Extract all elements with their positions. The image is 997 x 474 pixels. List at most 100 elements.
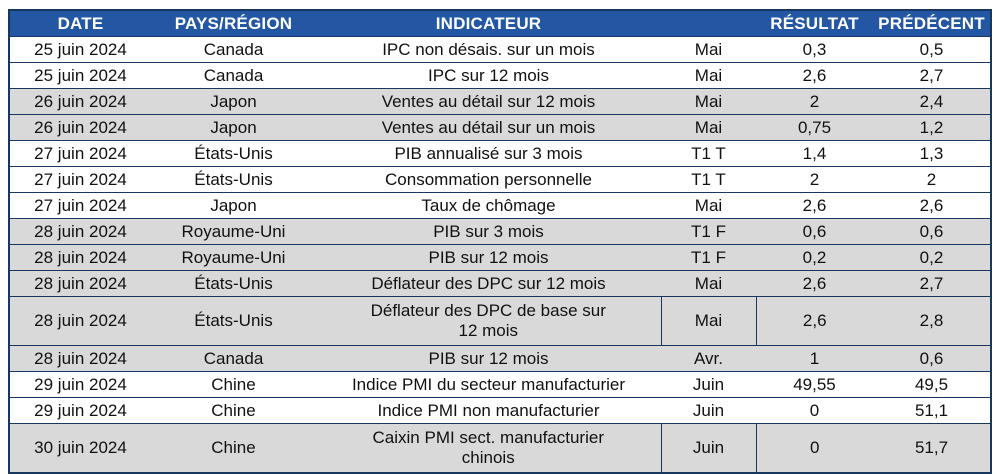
cell-previous: 0,5 bbox=[873, 36, 991, 63]
cell-previous: 0,6 bbox=[873, 345, 991, 372]
cell-date: 27 juin 2024 bbox=[9, 192, 151, 219]
cell-indicator: Taux de chômage bbox=[316, 192, 661, 219]
cell-indicator: Ventes au détail sur 12 mois bbox=[316, 88, 661, 115]
cell-period: Mai bbox=[660, 296, 757, 346]
cell-result: 0 bbox=[756, 423, 873, 473]
table-row: 28 juin 2024 États-Unis Déflateur des DP… bbox=[9, 270, 991, 297]
table-row: 29 juin 2024 Chine Indice PMI non manufa… bbox=[9, 397, 991, 424]
cell-previous: 2,8 bbox=[873, 296, 991, 346]
table-row: 26 juin 2024 Japon Ventes au détail sur … bbox=[9, 114, 991, 141]
cell-previous: 2,7 bbox=[873, 62, 991, 89]
cell-date: 29 juin 2024 bbox=[9, 371, 151, 398]
cell-previous: 49,5 bbox=[873, 371, 991, 398]
cell-period: Mai bbox=[661, 192, 756, 219]
cell-region: Canada bbox=[151, 345, 316, 372]
cell-period: Juin bbox=[661, 397, 756, 424]
cell-previous: 51,1 bbox=[873, 397, 991, 424]
cell-period: Mai bbox=[661, 270, 756, 297]
cell-indicator: IPC sur 12 mois bbox=[316, 62, 661, 89]
cell-date: 29 juin 2024 bbox=[9, 397, 151, 424]
cell-region: Chine bbox=[151, 397, 316, 424]
column-header-previous: PRÉDÉCENT bbox=[873, 10, 991, 37]
cell-result: 1 bbox=[756, 345, 873, 372]
cell-result: 2,6 bbox=[756, 62, 873, 89]
cell-period: Juin bbox=[660, 423, 757, 473]
cell-period: Mai bbox=[661, 62, 756, 89]
cell-region: Royaume-Uni bbox=[151, 244, 316, 271]
cell-date: 27 juin 2024 bbox=[9, 166, 151, 193]
table-row: 28 juin 2024 États-Unis Déflateur des DP… bbox=[9, 296, 991, 346]
cell-result: 0,6 bbox=[756, 218, 873, 245]
table-row: 27 juin 2024 Japon Taux de chômage Mai 2… bbox=[9, 192, 991, 219]
cell-indicator: Indice PMI du secteur manufacturier bbox=[316, 371, 661, 398]
table-row: 30 juin 2024 Chine Caixin PMI sect. manu… bbox=[9, 423, 991, 473]
cell-indicator: Indice PMI non manufacturier bbox=[316, 397, 661, 424]
cell-region: États-Unis bbox=[151, 270, 316, 297]
cell-previous: 51,7 bbox=[873, 423, 991, 473]
cell-region: Japon bbox=[151, 88, 316, 115]
cell-period: Juin bbox=[661, 371, 756, 398]
cell-date: 25 juin 2024 bbox=[9, 62, 151, 89]
cell-date: 28 juin 2024 bbox=[9, 244, 151, 271]
cell-date: 25 juin 2024 bbox=[9, 36, 151, 63]
cell-indicator: PIB sur 12 mois bbox=[316, 244, 661, 271]
cell-result: 49,55 bbox=[756, 371, 873, 398]
cell-region: Royaume-Uni bbox=[151, 218, 316, 245]
table-row: 26 juin 2024 Japon Ventes au détail sur … bbox=[9, 88, 991, 115]
cell-date: 26 juin 2024 bbox=[9, 114, 151, 141]
cell-region: Chine bbox=[151, 371, 316, 398]
cell-date: 27 juin 2024 bbox=[9, 140, 151, 167]
cell-result: 0,2 bbox=[756, 244, 873, 271]
cell-result: 0,75 bbox=[756, 114, 873, 141]
cell-region: Japon bbox=[151, 114, 316, 141]
column-header-region: PAYS/RÉGION bbox=[151, 10, 316, 37]
table-row: 27 juin 2024 États-Unis PIB annualisé su… bbox=[9, 140, 991, 167]
cell-period: Mai bbox=[661, 36, 756, 63]
cell-previous: 0,2 bbox=[873, 244, 991, 271]
table-row: 27 juin 2024 États-Unis Consommation per… bbox=[9, 166, 991, 193]
column-header-period bbox=[661, 10, 756, 37]
cell-date: 28 juin 2024 bbox=[9, 270, 151, 297]
cell-period: T1 T bbox=[661, 166, 756, 193]
cell-region: Japon bbox=[151, 192, 316, 219]
cell-result: 2,6 bbox=[756, 192, 873, 219]
cell-date: 26 juin 2024 bbox=[9, 88, 151, 115]
cell-result: 2,6 bbox=[756, 270, 873, 297]
cell-previous: 1,2 bbox=[873, 114, 991, 141]
cell-indicator: PIB sur 12 mois bbox=[316, 345, 661, 372]
economic-calendar-table: DATE PAYS/RÉGION INDICATEUR RÉSULTAT PRÉ… bbox=[8, 9, 992, 474]
cell-date: 28 juin 2024 bbox=[9, 218, 151, 245]
column-header-date: DATE bbox=[9, 10, 151, 37]
cell-period: Mai bbox=[661, 88, 756, 115]
cell-region: États-Unis bbox=[151, 296, 316, 346]
table-row: 25 juin 2024 Canada IPC non désais. sur … bbox=[9, 36, 991, 63]
table-row: 29 juin 2024 Chine Indice PMI du secteur… bbox=[9, 371, 991, 398]
table-row: 28 juin 2024 Canada PIB sur 12 mois Avr.… bbox=[9, 345, 991, 372]
header-row: DATE PAYS/RÉGION INDICATEUR RÉSULTAT PRÉ… bbox=[9, 10, 991, 37]
cell-date: 28 juin 2024 bbox=[9, 296, 151, 346]
cell-period: T1 F bbox=[661, 218, 756, 245]
cell-date: 28 juin 2024 bbox=[9, 345, 151, 372]
cell-result: 2 bbox=[756, 166, 873, 193]
table-row: 25 juin 2024 Canada IPC sur 12 mois Mai … bbox=[9, 62, 991, 89]
cell-region: Canada bbox=[151, 62, 316, 89]
cell-previous: 1,3 bbox=[873, 140, 991, 167]
cell-result: 0 bbox=[756, 397, 873, 424]
cell-date: 30 juin 2024 bbox=[9, 423, 151, 473]
cell-period: T1 T bbox=[661, 140, 756, 167]
cell-previous: 2,7 bbox=[873, 270, 991, 297]
table-body: 25 juin 2024 Canada IPC non désais. sur … bbox=[9, 36, 991, 473]
cell-period: Mai bbox=[661, 114, 756, 141]
cell-indicator: Consommation personnelle bbox=[316, 166, 661, 193]
cell-indicator: IPC non désais. sur un mois bbox=[316, 36, 661, 63]
cell-region: États-Unis bbox=[151, 166, 316, 193]
cell-indicator: Déflateur des DPC de base sur 12 mois bbox=[316, 296, 661, 346]
cell-indicator: Caixin PMI sect. manufacturier chinois bbox=[316, 423, 661, 473]
cell-result: 2,6 bbox=[756, 296, 873, 346]
table-row: 28 juin 2024 Royaume-Uni PIB sur 3 mois … bbox=[9, 218, 991, 245]
column-header-indicator: INDICATEUR bbox=[316, 10, 661, 37]
cell-period: Avr. bbox=[661, 345, 756, 372]
cell-indicator: PIB annualisé sur 3 mois bbox=[316, 140, 661, 167]
cell-previous: 0,6 bbox=[873, 218, 991, 245]
cell-previous: 2,6 bbox=[873, 192, 991, 219]
